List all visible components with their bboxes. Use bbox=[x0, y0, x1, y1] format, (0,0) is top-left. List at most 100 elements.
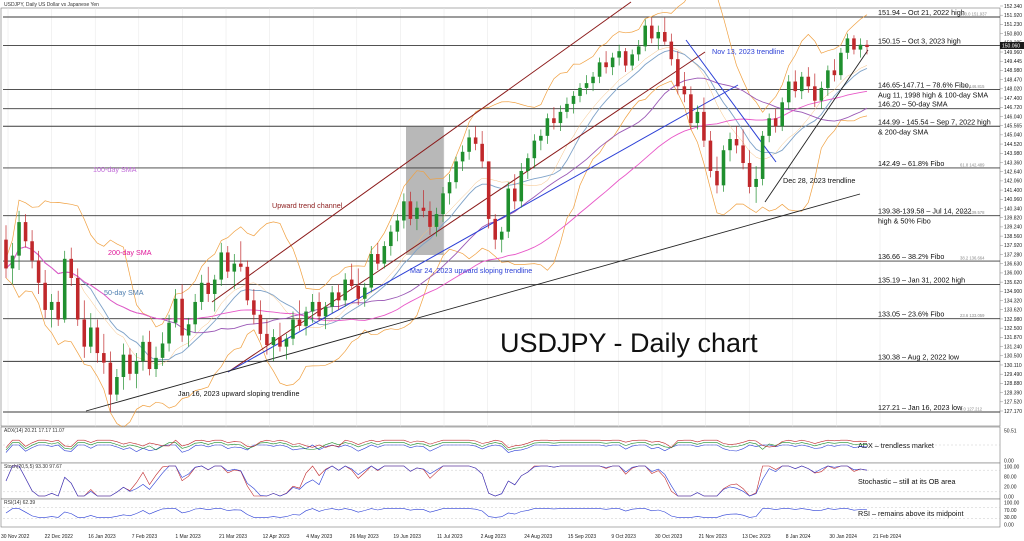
current-price-marker bbox=[1000, 42, 1024, 49]
price-level-label: 144.99 - 145.54 – Sep 7, 2022 high bbox=[878, 117, 991, 126]
candle-body bbox=[734, 139, 739, 146]
indicator-header: RSI(14) 62.39 bbox=[4, 500, 35, 506]
x-tick-label: 24 Aug 2023 bbox=[524, 534, 552, 540]
consolidation-box bbox=[406, 127, 444, 255]
candle-body bbox=[754, 178, 758, 187]
x-tick-label: 26 May 2023 bbox=[350, 534, 379, 540]
candle-body bbox=[852, 38, 856, 50]
x-tick-label: 4 May 2023 bbox=[306, 534, 332, 540]
candle-body bbox=[376, 254, 380, 264]
candle-body bbox=[832, 70, 837, 76]
y-tick-label: 137.920 bbox=[1004, 243, 1022, 249]
y-tick-label: 134.320 bbox=[1004, 298, 1022, 304]
y-tick-label: 138.560 bbox=[1004, 234, 1022, 240]
candle-body bbox=[721, 150, 726, 186]
candle-body bbox=[356, 285, 361, 299]
indicator-panels: ADX(14) 20.21 17.17 11.07 ADX – trendless… bbox=[0, 426, 1020, 529]
candle-body bbox=[330, 292, 334, 307]
indicator-tick: 70.00 bbox=[1004, 508, 1017, 514]
candle-body bbox=[428, 210, 432, 227]
candle-body bbox=[571, 95, 576, 104]
candle-body bbox=[265, 333, 269, 346]
candle-body bbox=[623, 51, 628, 66]
candle-body bbox=[317, 301, 321, 317]
candle-body bbox=[558, 111, 563, 124]
candle-body bbox=[62, 258, 67, 320]
price-level-label: 139.38-139.58 – Jul 14, 2022 bbox=[878, 207, 972, 216]
chart-annotation: Upward trend channel bbox=[272, 201, 343, 210]
y-tick-label: 152.340 bbox=[1004, 4, 1022, 10]
candle-body bbox=[826, 70, 830, 88]
fibo-level-tag: 50.0 139.578 bbox=[960, 210, 985, 215]
candle-body bbox=[447, 182, 452, 194]
candle-body bbox=[649, 25, 654, 39]
candle-body bbox=[584, 83, 589, 88]
candle-body bbox=[597, 62, 602, 77]
candle-body bbox=[793, 81, 798, 92]
indicator-line bbox=[5, 442, 868, 451]
candle-body bbox=[343, 279, 347, 301]
y-tick-label: 139.820 bbox=[1004, 216, 1022, 222]
x-tick-label: 2 Aug 2023 bbox=[481, 534, 507, 540]
indicator-tick: 50.51 bbox=[1004, 429, 1017, 435]
y-tick-label: 133.620 bbox=[1004, 308, 1022, 314]
y-tick-label: 137.280 bbox=[1004, 252, 1022, 258]
indicator-tick: 0.00 bbox=[1004, 523, 1014, 529]
candle-body bbox=[676, 59, 680, 87]
candle-body bbox=[180, 298, 184, 336]
candle-body bbox=[297, 319, 302, 326]
candle-body bbox=[506, 188, 511, 232]
indicator-tick: 100.00 bbox=[1004, 501, 1020, 507]
candle-body bbox=[565, 103, 569, 112]
y-tick-label: 135.620 bbox=[1004, 280, 1022, 286]
candle-body bbox=[715, 170, 719, 186]
candle-body bbox=[486, 161, 491, 219]
x-tick-label: 7 Feb 2023 bbox=[132, 534, 158, 540]
candle-body bbox=[526, 158, 530, 171]
current-price-label: 150.060 bbox=[1002, 44, 1020, 50]
candle-body bbox=[49, 301, 54, 310]
y-tick-label: 148.470 bbox=[1004, 77, 1022, 83]
candle-body bbox=[349, 279, 354, 286]
candle-body bbox=[336, 292, 341, 301]
candle-body bbox=[121, 354, 126, 378]
candle-body bbox=[323, 306, 328, 317]
candle-body bbox=[245, 266, 250, 301]
x-tick-label: 30 Nov 2022 bbox=[1, 534, 30, 540]
price-level-label: 135.19 – Jan 31, 2002 high bbox=[878, 276, 965, 285]
y-tick-label: 143.360 bbox=[1004, 160, 1022, 166]
chart-annotation: 100-day SMA bbox=[93, 165, 137, 174]
indicator-panel bbox=[0, 498, 1001, 528]
indicator-header: ADX(14) 20.21 17.17 11.07 bbox=[4, 428, 65, 434]
candle-body bbox=[147, 341, 152, 370]
candle-body bbox=[128, 354, 132, 374]
candle-body bbox=[134, 361, 139, 374]
candle-body bbox=[682, 86, 687, 95]
price-level-label: 151.94 – Oct 21, 2022 high bbox=[878, 8, 965, 17]
y-tick-label: 130.500 bbox=[1004, 354, 1022, 360]
y-tick-label: 145.040 bbox=[1004, 133, 1022, 139]
dec28-trendline bbox=[764, 49, 869, 203]
candle-body bbox=[30, 241, 34, 261]
candle-body bbox=[591, 76, 595, 84]
candle-body bbox=[43, 282, 47, 310]
x-tick-label: 19 Jun 2023 bbox=[393, 534, 421, 540]
indicator-note: Stochastic – still at its OB area bbox=[858, 477, 955, 486]
indicator-line bbox=[5, 465, 868, 497]
candle-body bbox=[741, 145, 745, 163]
candle-body bbox=[271, 337, 276, 346]
y-tick-label: 140.960 bbox=[1004, 197, 1022, 203]
candle-body bbox=[206, 282, 210, 294]
candle-body bbox=[473, 137, 478, 144]
candle-body bbox=[499, 231, 504, 240]
grid-layer bbox=[7, 8, 881, 510]
date-axis: 30 Nov 2022 22 Dec 2022 16 Jan 2023 7 Feb 2… bbox=[1, 534, 901, 540]
y-tick-label: 141.400 bbox=[1004, 188, 1022, 194]
candle-body bbox=[115, 377, 119, 395]
candle-body bbox=[454, 161, 458, 183]
indicator-line bbox=[5, 508, 868, 518]
candle-body bbox=[552, 118, 556, 124]
candle-body bbox=[773, 118, 778, 127]
candle-body bbox=[806, 76, 811, 87]
candle-body bbox=[780, 102, 784, 127]
